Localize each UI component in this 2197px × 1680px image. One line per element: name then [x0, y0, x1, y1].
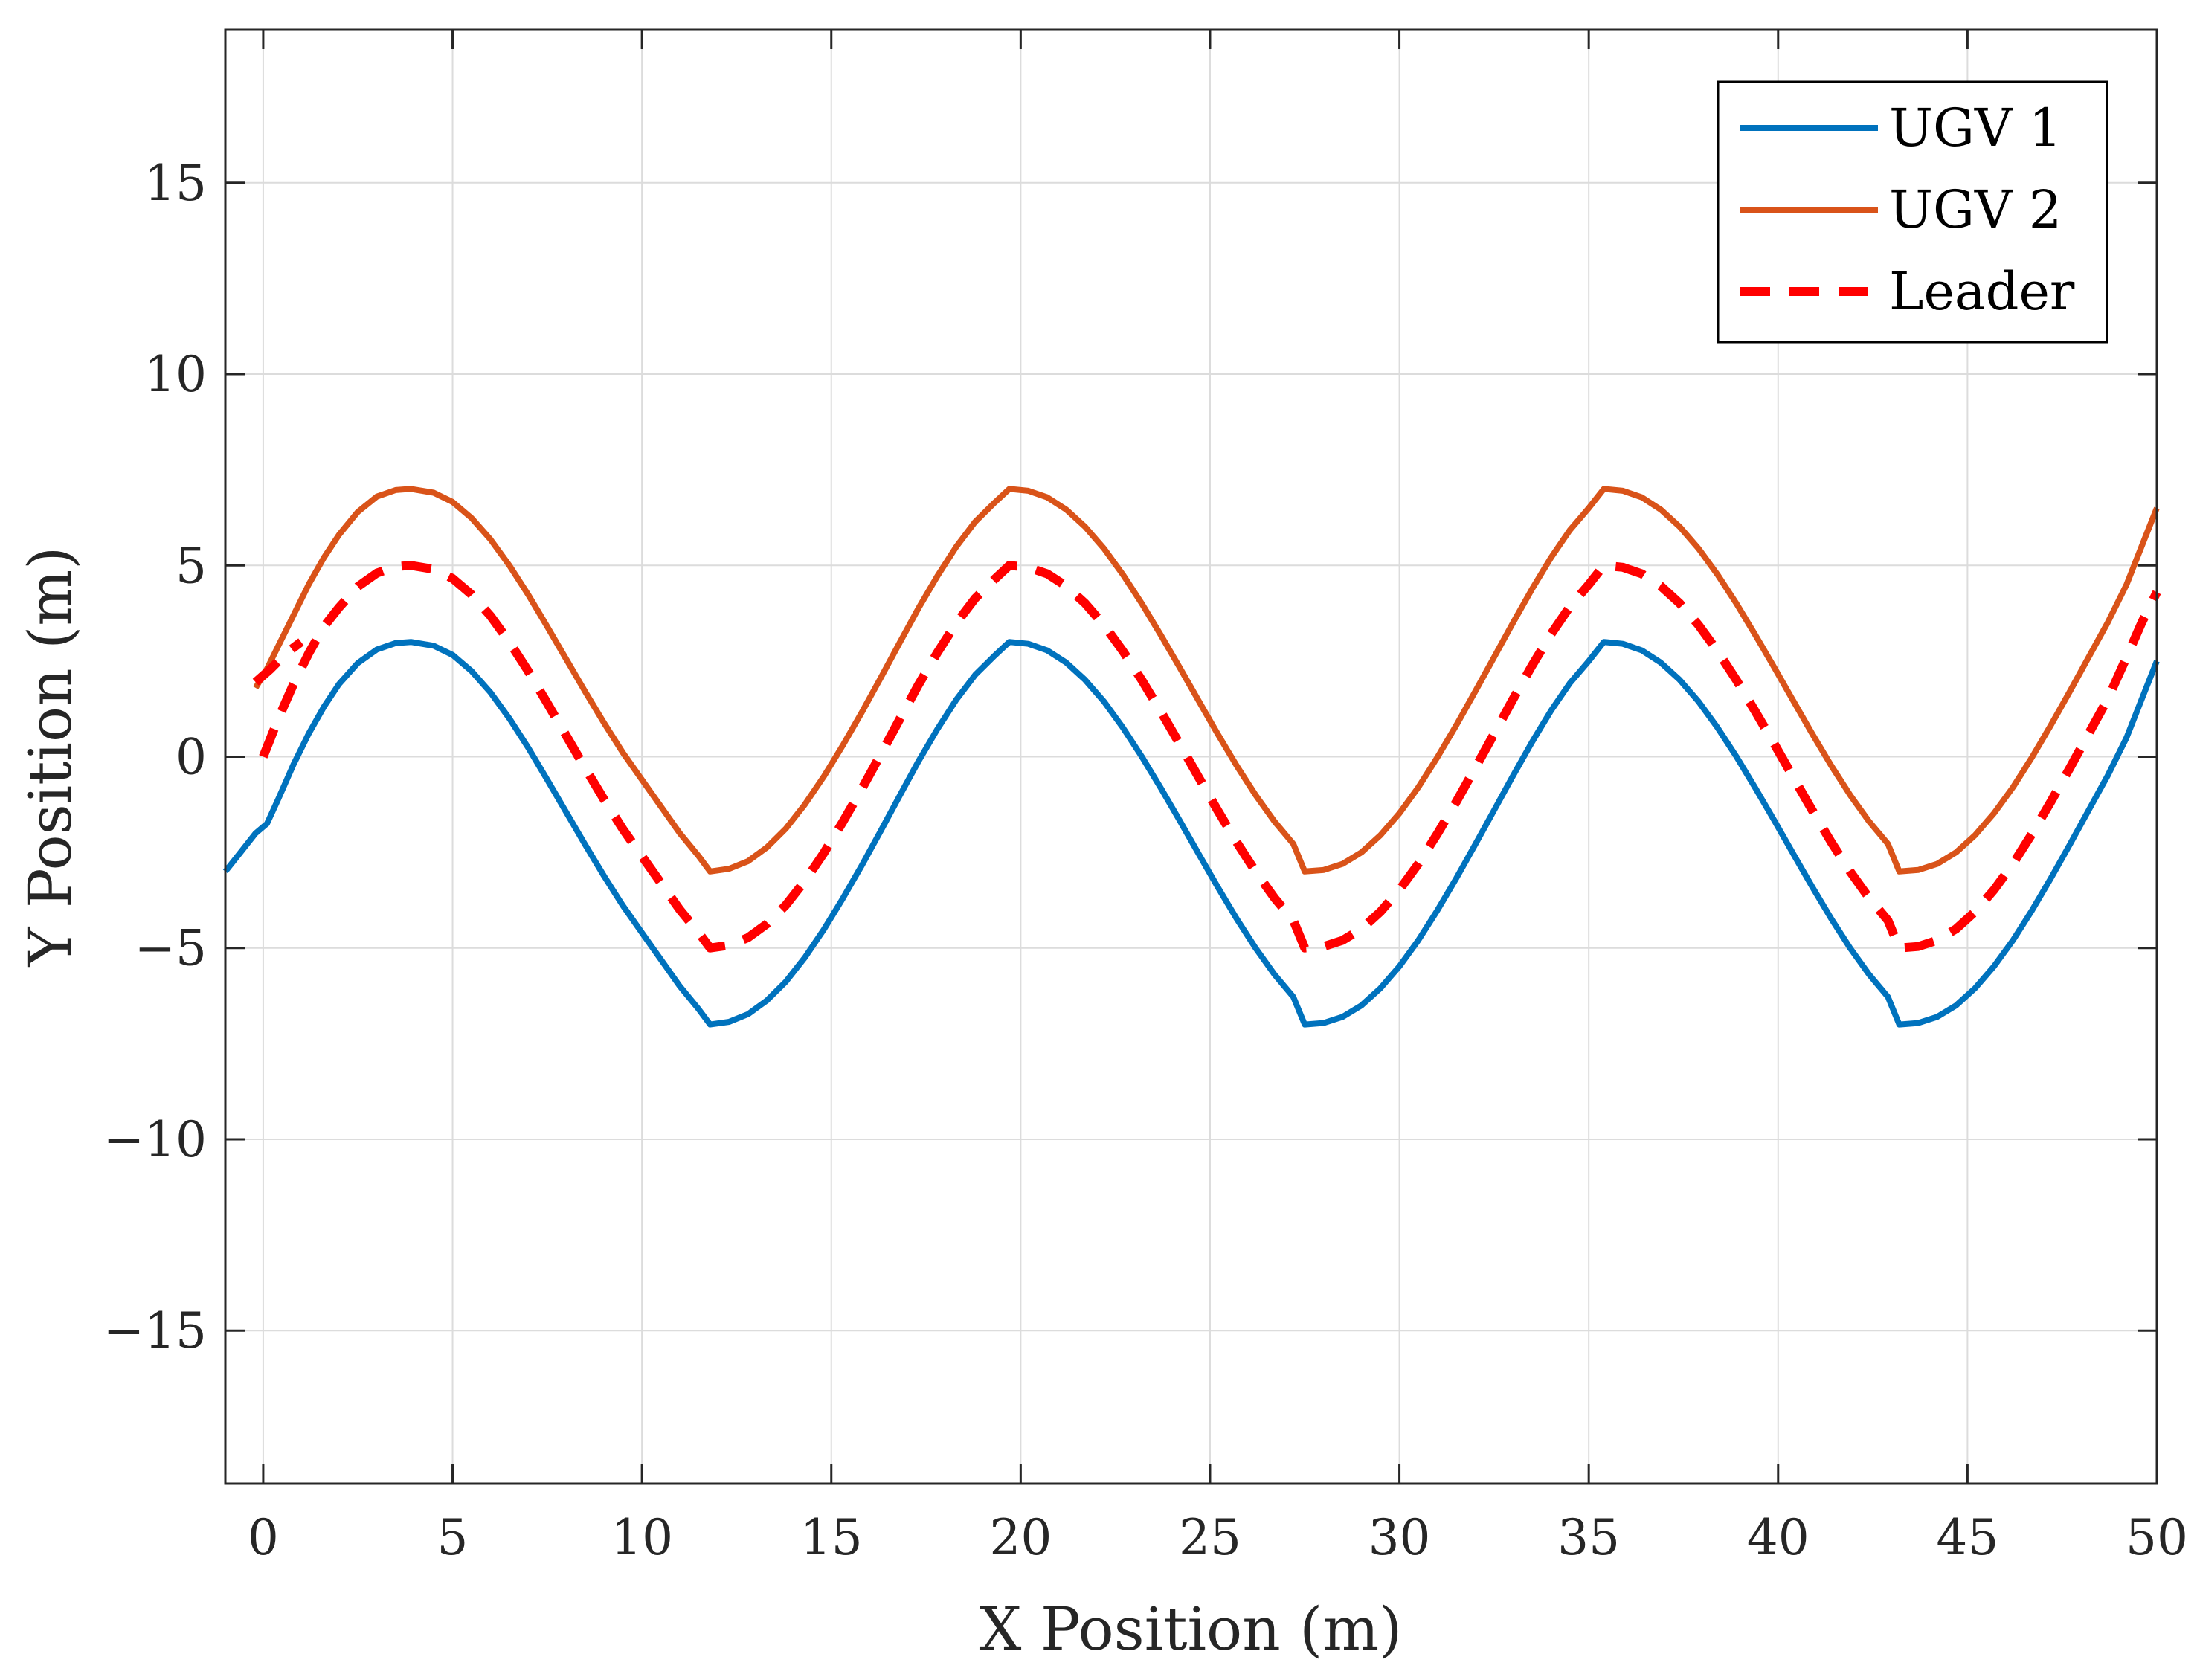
- x-tick-label: 50: [2126, 1509, 2188, 1566]
- legend-label: Leader: [1889, 261, 2075, 322]
- y-tick-labels: −15 −10 −5 0 5 10 15: [103, 155, 207, 1359]
- legend: UGV 1 UGV 2 Leader: [1717, 80, 2108, 344]
- x-tick-label: 40: [1747, 1509, 1810, 1566]
- x-tick-label: 45: [1936, 1509, 1998, 1566]
- series-line-leader: [252, 638, 304, 686]
- plot-frame: [224, 28, 2158, 1485]
- x-tick-label: 30: [1368, 1509, 1431, 1566]
- x-tick-label: 0: [248, 1509, 279, 1566]
- legend-label: UGV 2: [1889, 179, 2062, 240]
- x-tick-labels: 0 5 10 15 20 25 30 35 40 45 50: [248, 1509, 2188, 1566]
- series-line-ugv-1: [222, 639, 2160, 1028]
- x-tick-label: 15: [800, 1509, 863, 1566]
- x-tick-label: 10: [611, 1509, 673, 1566]
- y-tick-label: −5: [135, 920, 207, 977]
- x-tick-label: 35: [1557, 1509, 1620, 1566]
- legend-label: UGV 1: [1889, 97, 2062, 158]
- y-tick-label: 0: [176, 729, 207, 786]
- x-tick-label: 20: [989, 1509, 1052, 1566]
- y-tick-label: 5: [176, 537, 207, 594]
- series-line-leader: [259, 561, 2161, 953]
- y-tick-label: −15: [103, 1302, 207, 1359]
- y-tick-label: 15: [144, 155, 207, 212]
- x-axis-title: X Position (m): [980, 1594, 1403, 1664]
- x-tick-label: 25: [1179, 1509, 1241, 1566]
- y-axis-title: Y Position (m): [16, 547, 85, 968]
- grid-lines: [225, 30, 2158, 1484]
- x-tick-label: 5: [437, 1509, 469, 1566]
- series-lines: [222, 486, 2161, 1028]
- y-tick-label: −10: [103, 1111, 207, 1168]
- y-tick-label: 10: [144, 346, 207, 403]
- series-line-ugv-2: [253, 486, 2160, 875]
